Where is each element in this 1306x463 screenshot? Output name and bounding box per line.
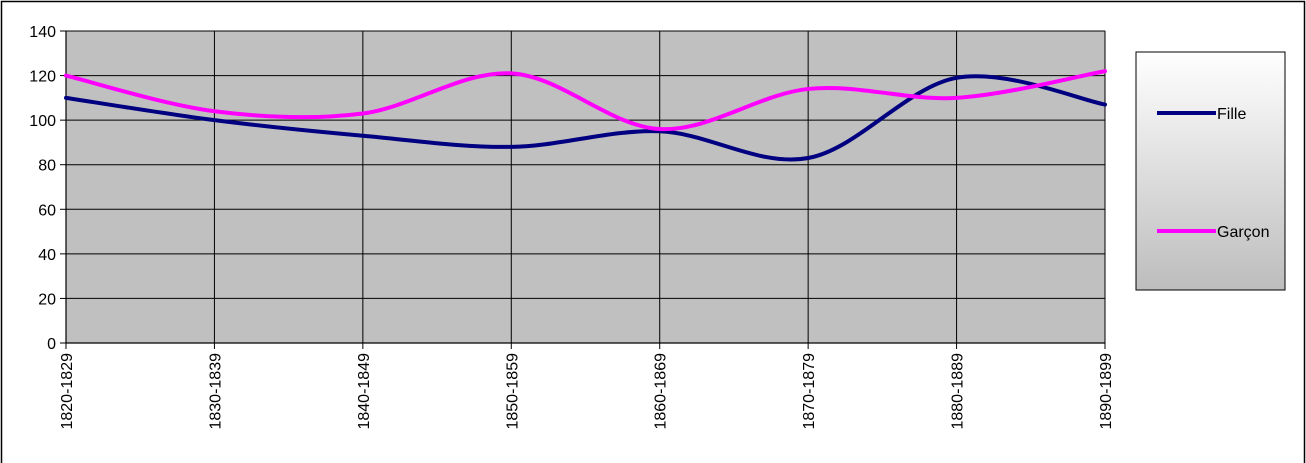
x-tick-label: 1890-1899	[1098, 353, 1115, 430]
series-lines	[64, 69, 1107, 162]
series-line-2	[64, 69, 1107, 132]
x-tick-label: 1820-1829	[59, 353, 76, 430]
y-tick-label: 60	[38, 202, 56, 219]
axes: 0 20 40 60 80 100 120 140 1820-1829 1830-1839 1840…	[29, 24, 1115, 430]
legend: Fille Garçon	[1135, 51, 1286, 291]
x-tick-label: 1850-1859	[504, 353, 521, 430]
legend-box	[1135, 51, 1286, 291]
legend-label: Fille	[1217, 106, 1246, 123]
x-tick-label: 1830-1839	[207, 353, 224, 430]
y-tick-label: 120	[29, 69, 56, 86]
series-line-1	[64, 74, 1107, 162]
x-tick-label: 1840-1849	[356, 353, 373, 430]
y-tick-label: 20	[38, 291, 56, 308]
y-tick-label: 80	[38, 158, 56, 175]
x-tick-label: 1860-1869	[653, 353, 670, 430]
y-tick-label: 140	[29, 24, 56, 41]
x-tick-label: 1870-1879	[801, 353, 818, 430]
x-tick-label: 1880-1889	[950, 353, 967, 430]
y-tick-label: 100	[29, 113, 56, 130]
gridlines	[66, 30, 1106, 343]
plot-area	[65, 30, 1106, 344]
y-tick-label: 0	[47, 336, 56, 353]
legend-label: Garçon	[1217, 224, 1269, 241]
y-tick-label: 40	[38, 247, 56, 264]
